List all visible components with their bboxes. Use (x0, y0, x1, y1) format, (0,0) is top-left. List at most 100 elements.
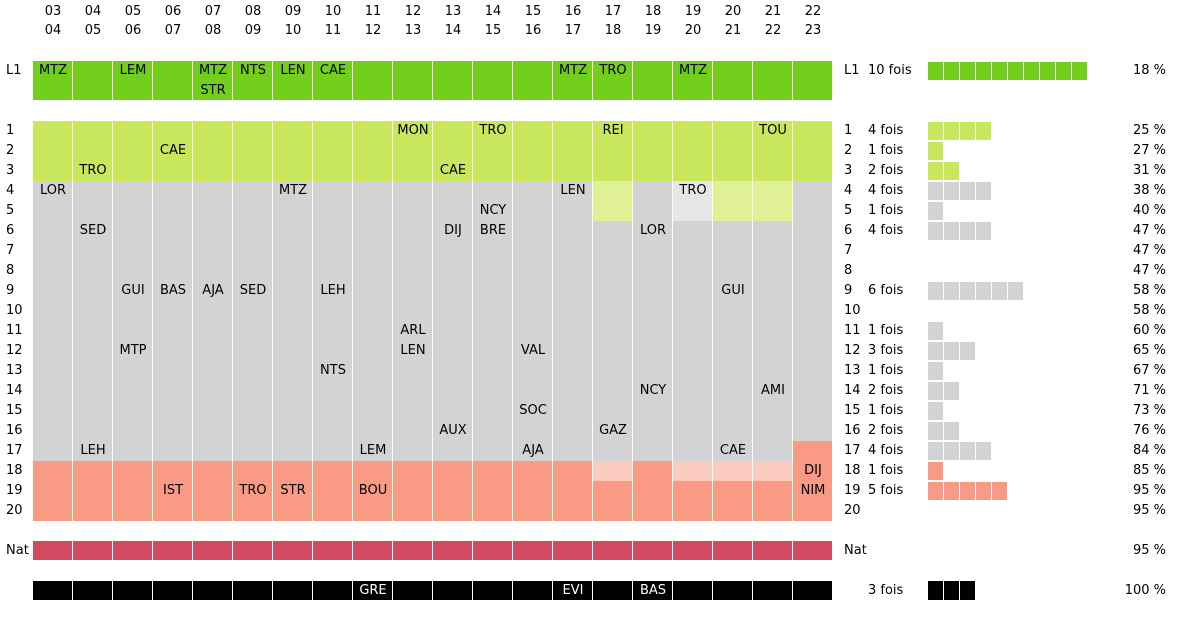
place-cell (593, 181, 632, 201)
team-label: STR (200, 83, 226, 98)
place-cell (593, 421, 632, 441)
place-cell (433, 241, 472, 261)
place-cell (393, 481, 432, 501)
season-end-label: 19 (644, 23, 662, 38)
nat-cell (593, 541, 632, 560)
place-cell (273, 461, 312, 481)
place-cell (313, 441, 352, 461)
summary-place-label: 4 (844, 183, 853, 198)
place-cell (473, 281, 512, 301)
count-square (1008, 62, 1023, 80)
season-end-label: 08 (204, 23, 222, 38)
place-cell (713, 301, 752, 321)
place-cell (513, 481, 552, 501)
team-label: REI (602, 123, 624, 138)
place-cell (473, 161, 512, 181)
place-cell (433, 361, 472, 381)
bottom-cell (553, 581, 592, 600)
place-cell (473, 321, 512, 341)
place-cell (393, 421, 432, 441)
place-cell (153, 421, 192, 441)
team-label: GRE (359, 583, 387, 598)
place-cell (513, 201, 552, 221)
place-cell (233, 281, 272, 301)
place-cell (593, 501, 632, 521)
place-cell (73, 121, 112, 141)
place-cell (193, 161, 232, 181)
place-cell (353, 261, 392, 281)
place-cell (753, 241, 792, 261)
count-square (1040, 62, 1055, 80)
team-label: MTZ (278, 183, 308, 198)
place-cell (473, 201, 512, 221)
place-cell (753, 501, 792, 521)
place-cell (673, 161, 712, 181)
row-label: 6 (6, 223, 15, 238)
place-cell (393, 161, 432, 181)
place-cell (673, 261, 712, 281)
place-cell (233, 401, 272, 421)
count-square (928, 142, 943, 160)
season-start-label: 07 (204, 4, 222, 19)
place-cell (193, 241, 232, 261)
bottom-cell (153, 581, 192, 600)
summary-place-label: 2 (844, 143, 853, 158)
place-cell (73, 181, 112, 201)
place-cell (593, 121, 632, 141)
place-cell (233, 181, 272, 201)
place-cell (713, 401, 752, 421)
team-label: SOC (519, 403, 547, 418)
summary-place-count: 2 fois (868, 383, 904, 398)
summary-bottom-pct: 100 % (1124, 583, 1166, 598)
team-label: GUI (121, 283, 145, 298)
season-start-label: 18 (644, 4, 662, 19)
place-cell (33, 381, 72, 401)
count-square (1008, 282, 1023, 300)
l1-cell (153, 61, 192, 100)
place-cell (113, 501, 152, 521)
place-cell (473, 141, 512, 161)
place-cell (793, 201, 832, 221)
place-cell (153, 441, 192, 461)
season-end-label: 15 (484, 23, 502, 38)
count-square (928, 482, 943, 500)
summary-bottom-count: 3 fois (868, 583, 904, 598)
bottom-cell (593, 581, 632, 600)
place-cell (393, 461, 432, 481)
count-square (944, 342, 959, 360)
place-cell (633, 461, 672, 481)
place-cell (793, 281, 832, 301)
place-cell (73, 281, 112, 301)
season-end-label: 09 (244, 23, 262, 38)
season-start-label: 15 (524, 4, 542, 19)
team-label: AUX (439, 423, 467, 438)
summary-place-pct: 84 % (1132, 443, 1166, 458)
place-cell (393, 301, 432, 321)
place-cell (273, 261, 312, 281)
season-start-label: 12 (404, 4, 422, 19)
l1-cell (473, 61, 512, 100)
place-cell (753, 141, 792, 161)
summary-place-count: 4 fois (868, 223, 904, 238)
nat-cell (473, 541, 512, 560)
count-square (960, 62, 975, 80)
place-cell (593, 161, 632, 181)
count-square (960, 222, 975, 240)
nat-cell (313, 541, 352, 560)
place-cell (233, 141, 272, 161)
team-label: STR (280, 483, 306, 498)
place-cell (353, 441, 392, 461)
place-cell (193, 261, 232, 281)
place-cell (673, 381, 712, 401)
summary-place-pct: 73 % (1132, 403, 1166, 418)
count-square (1056, 62, 1071, 80)
place-cell (513, 301, 552, 321)
season-start-label: 17 (604, 4, 622, 19)
place-cell (673, 481, 712, 501)
team-label: MTP (119, 343, 147, 358)
summary-place-count: 4 fois (868, 183, 904, 198)
row-label: 11 (6, 323, 23, 338)
count-square (976, 482, 991, 500)
place-cell (513, 181, 552, 201)
l1-cell (513, 61, 552, 100)
